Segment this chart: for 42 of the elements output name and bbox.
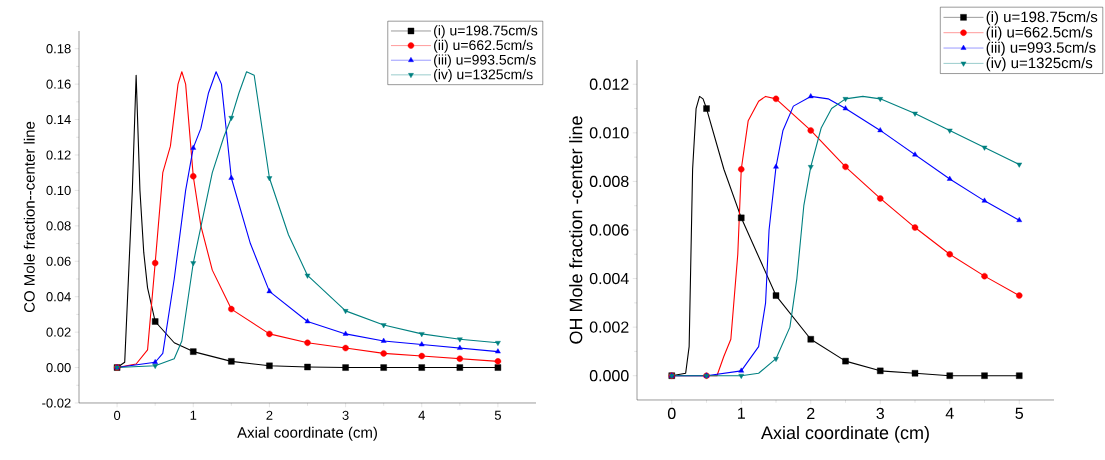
y-tick-label: 0.10: [46, 185, 71, 196]
x-tick-label: 5: [494, 410, 501, 420]
legend-label: (iv) u=1325cm/s: [986, 57, 1093, 72]
legend-label: (ii) u=662.5cm/s: [986, 26, 1093, 41]
y-tick-label: 0.012: [589, 78, 629, 90]
x-tick-label: 0: [667, 407, 676, 420]
x-axis-title: Axial coordinate (cm): [761, 425, 929, 443]
x-tick-label: 0: [113, 410, 121, 420]
legend-label: (ii) u=662.5cm/s: [434, 39, 533, 53]
y-tick-label: 0.00: [46, 362, 71, 373]
y-tick-label: 0.12: [46, 150, 71, 160]
y-tick-label: 0.14: [46, 114, 71, 125]
y-tick-label: 0.000: [589, 370, 629, 382]
x-tick-label: 3: [342, 410, 349, 420]
x-axis-title: Axial coordinate (cm): [237, 426, 377, 441]
x-tick-label: 2: [266, 410, 273, 420]
legend-label: (i) u=198.75cm/s: [434, 25, 538, 39]
x-tick-label: 4: [418, 410, 425, 420]
y-tick-label: 0.04: [46, 292, 71, 302]
x-tick-label: 4: [945, 407, 954, 419]
y-axis-title: CO Mole fraction--center line: [23, 121, 35, 313]
legend-label: (iii) u=993.5cm/s: [986, 41, 1096, 56]
x-tick-label: 3: [876, 407, 885, 420]
y-tick-label: 0.08: [46, 221, 71, 231]
y-tick-label: 0.002: [589, 321, 629, 333]
y-tick-label: 0.06: [46, 256, 71, 266]
y-tick-label: 0.008: [589, 175, 629, 188]
x-tick-label: 1: [738, 407, 745, 419]
y-tick-label: 0.18: [46, 44, 71, 54]
legend-label: (iv) u=1325cm/s: [434, 69, 533, 83]
y-tick-label: 0.16: [46, 79, 71, 89]
y-tick-label: 0.004: [589, 272, 629, 285]
x-tick-label: 5: [1015, 407, 1024, 419]
legend-label: (iii) u=993.5cm/s: [434, 54, 536, 68]
y-axis-title: OH Mole fraction -center line: [569, 116, 583, 344]
x-tick-label: 2: [807, 407, 815, 419]
y-tick-label: -0.02: [42, 398, 71, 408]
y-tick-label: 0.02: [46, 327, 71, 337]
x-tick-label: 1: [190, 410, 197, 420]
y-tick-label: 0.006: [589, 224, 629, 236]
legend-label: (i) u=198.75cm/s: [986, 11, 1098, 26]
y-tick-label: 0.010: [589, 127, 629, 139]
